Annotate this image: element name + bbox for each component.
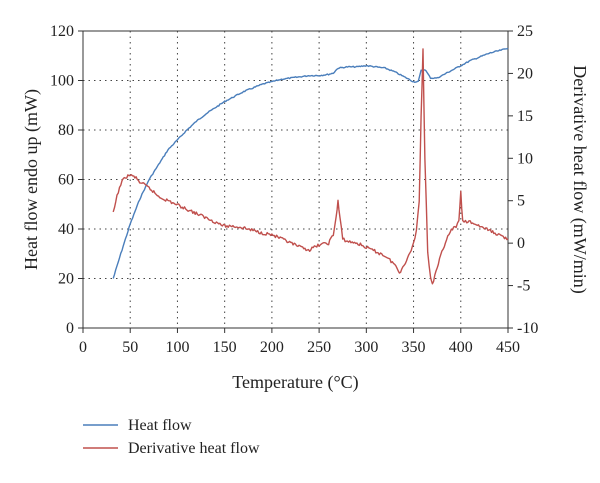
legend-label: Derivative heat flow xyxy=(128,440,260,457)
y2-tick-label: 10 xyxy=(517,150,533,167)
plot-area xyxy=(82,30,509,329)
y2-tick-label: 20 xyxy=(517,65,533,82)
x-tick-label: 350 xyxy=(402,339,426,356)
x-tick-label: 50 xyxy=(122,339,138,356)
x-tick-label: 450 xyxy=(496,339,520,356)
grid xyxy=(83,31,508,328)
legend: Heat flow Derivative heat flow xyxy=(83,417,260,457)
x-tick-label: 200 xyxy=(260,339,284,356)
y2-tick-label: 0 xyxy=(517,235,525,252)
y2-tick-label: 15 xyxy=(517,108,533,125)
series-line-heat-flow xyxy=(112,47,509,279)
y-tick-label: 100 xyxy=(50,73,74,90)
y-tick-label: 60 xyxy=(58,172,74,189)
x-tick-label: 300 xyxy=(354,339,378,356)
y2-tick-label: -5 xyxy=(517,278,530,295)
x-axis-title: Temperature (°C) xyxy=(232,372,358,393)
y-tick-label: 80 xyxy=(58,122,74,139)
x-tick-label: 0 xyxy=(79,339,87,356)
y2-tick-label: 25 xyxy=(517,23,533,40)
y-tick-label: 120 xyxy=(50,23,74,40)
y-axis-title: Heat flow endo up (mW) xyxy=(21,89,42,270)
y2-tick-label: -10 xyxy=(517,320,538,337)
series-line-derivative-heat-flow xyxy=(112,48,509,285)
legend-label: Heat flow xyxy=(128,417,192,434)
y-tick-label: 0 xyxy=(66,320,74,337)
x-tick-label: 100 xyxy=(165,339,189,356)
x-tick-label: 250 xyxy=(307,339,331,356)
x-tick-label: 400 xyxy=(449,339,473,356)
axes-layer: 0 50 100 150 200 250 300 350 400 4500204060801001… xyxy=(50,23,538,356)
x-tick-label: 150 xyxy=(213,339,237,356)
y-tick-label: 40 xyxy=(58,221,74,238)
y2-axis-title: Derivative heat flow (mW/min) xyxy=(569,65,590,293)
y2-tick-label: 5 xyxy=(517,193,525,210)
y-tick-label: 20 xyxy=(58,271,74,288)
series-layer xyxy=(112,47,509,285)
